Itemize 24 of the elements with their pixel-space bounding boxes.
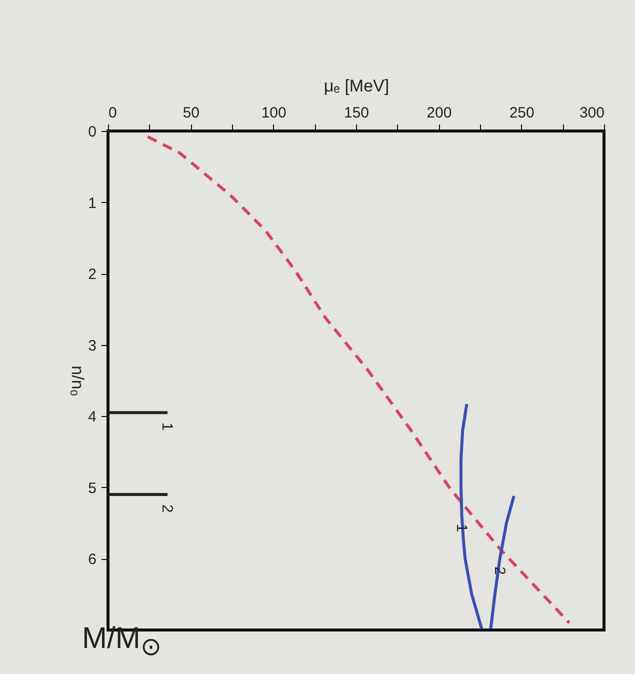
text: 1 (452, 524, 470, 532)
annotation: M/M$_{⊙}$ (82, 622, 162, 662)
annotation: 1 (158, 422, 176, 431)
y-tick-label: 4 (88, 408, 96, 426)
y-tick-label: 0 (88, 124, 96, 140)
y-tick-label: 1 (88, 194, 96, 212)
y-tick-label: 3 (88, 337, 96, 354)
y-tick-label: 5 (88, 480, 96, 497)
x-tick-label: 0 (108, 104, 117, 122)
y-axis-title: n/n₀ (68, 366, 88, 396)
line-series (489, 494, 516, 630)
y-tick-label: 2 (88, 266, 96, 284)
line-series (146, 135, 571, 624)
text: 2 (490, 566, 508, 575)
x-tick-label: 300 (579, 104, 604, 122)
x-tick-label: 200 (426, 104, 452, 122)
line-series (459, 402, 484, 630)
x-tick-label: 150 (344, 104, 370, 122)
y-tick-label: 6 (88, 551, 96, 568)
x-tick-label: 50 (182, 104, 200, 122)
annotation: 2 (158, 504, 176, 513)
x-tick-label: 250 (509, 104, 534, 122)
x-axis-title: μₑ [MeV] (324, 76, 390, 96)
x-tick-label: 100 (261, 104, 286, 122)
